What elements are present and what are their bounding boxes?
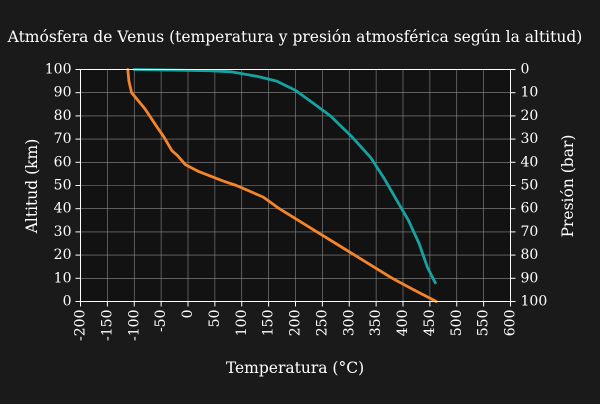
x-tick-label: -50 (153, 310, 169, 333)
x-tick-label: 350 (368, 310, 384, 337)
y-tick-label: 90 (54, 85, 72, 101)
y2-tick-label: 0 (521, 62, 530, 78)
x-tick-label: 450 (422, 310, 438, 337)
y2-axis-label: Presión (bar) (559, 135, 577, 238)
y2-tick-label: 50 (521, 178, 539, 194)
y-tick-label: 30 (54, 224, 72, 240)
y-tick-label: 50 (54, 178, 72, 194)
x-tick-label: 550 (476, 310, 492, 337)
pressure-line (132, 68, 437, 285)
x-tick-label: 200 (288, 310, 304, 337)
y-tick-label: 100 (45, 62, 72, 78)
series-lines (126, 68, 438, 303)
y-tick-label: 60 (54, 154, 72, 170)
y2-tick-label: 40 (521, 154, 539, 170)
y2-tick-label: 60 (521, 201, 539, 217)
chart-title: Atmósfera de Venus (temperatura y presió… (7, 28, 583, 46)
y2-tick-label: 80 (521, 247, 539, 263)
x-tick-label: 250 (314, 310, 330, 337)
x-tick-label: 0 (180, 310, 196, 319)
y-tick-label: 20 (54, 247, 72, 263)
tick-marks (75, 69, 516, 307)
x-tick-label: -200 (73, 310, 89, 341)
y2-tick-label: 70 (521, 224, 539, 240)
y2-tick-label: 20 (521, 108, 539, 124)
y-tick-label: 0 (63, 294, 72, 310)
x-tick-label: 50 (207, 310, 223, 328)
x-tick-label: -150 (99, 310, 115, 341)
y-tick-label: 40 (54, 201, 72, 217)
y2-tick-label: 30 (521, 131, 539, 147)
x-tick-label: 300 (341, 310, 357, 337)
x-tick-label: 500 (449, 310, 465, 337)
y-tick-label: 70 (54, 131, 72, 147)
x-tick-label: -100 (126, 310, 142, 341)
temperature-line (126, 68, 438, 303)
y2-tick-label: 90 (521, 270, 539, 286)
x-tick-label: 400 (395, 310, 411, 337)
y-axis-label: Altitud (km) (23, 139, 41, 235)
tick-labels: -200 -150 -100 -50 0 50 100 150 200 250 300 350 400 4… (45, 62, 547, 341)
x-axis-label: Temperatura (°C) (226, 359, 364, 377)
x-tick-label: 600 (503, 310, 519, 337)
y2-tick-label: 100 (521, 294, 548, 310)
y-tick-label: 10 (54, 270, 72, 286)
y-tick-label: 80 (54, 108, 72, 124)
x-tick-label: 100 (234, 310, 250, 337)
x-tick-label: 150 (261, 310, 277, 337)
y2-tick-label: 10 (521, 85, 539, 101)
